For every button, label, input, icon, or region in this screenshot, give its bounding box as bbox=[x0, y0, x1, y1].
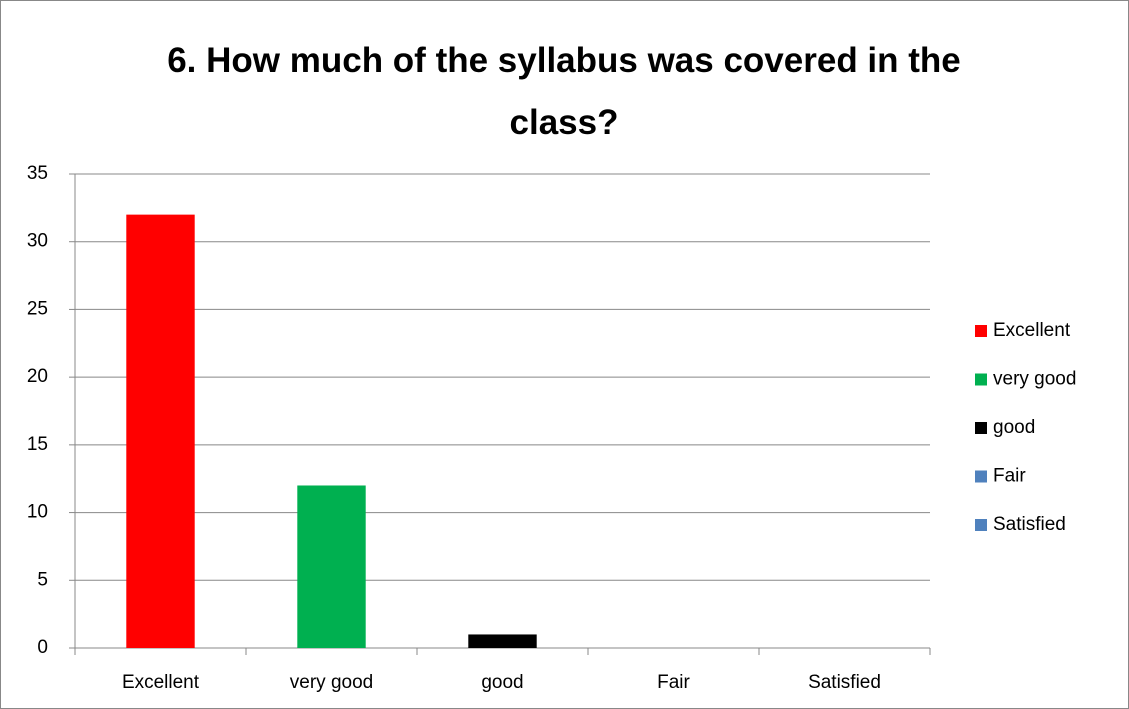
y-tick-label: 5 bbox=[37, 569, 48, 590]
bar bbox=[297, 485, 366, 648]
legend-swatch bbox=[975, 422, 987, 434]
y-tick-label: 20 bbox=[27, 366, 48, 387]
x-tick-label: very good bbox=[290, 672, 373, 693]
y-tick-label: 35 bbox=[27, 163, 48, 184]
y-tick-label: 15 bbox=[27, 434, 48, 455]
legend-label: Fair bbox=[993, 466, 1026, 487]
x-tick-label: good bbox=[481, 672, 523, 693]
y-tick-label: 30 bbox=[27, 231, 48, 252]
legend-label: Excellent bbox=[993, 320, 1071, 341]
legend-label: Satisfied bbox=[993, 514, 1066, 535]
legend-swatch bbox=[975, 373, 987, 386]
legend-swatch bbox=[975, 470, 987, 483]
legend-label: very good bbox=[993, 369, 1076, 390]
x-tick-label: Excellent bbox=[122, 672, 200, 693]
bar bbox=[468, 634, 537, 648]
x-tick-label: Fair bbox=[657, 672, 690, 693]
bar bbox=[126, 214, 195, 648]
legend-swatch bbox=[975, 325, 987, 337]
legend-swatch bbox=[975, 519, 987, 531]
y-tick-label: 10 bbox=[27, 502, 48, 523]
x-tick-label: Satisfied bbox=[808, 672, 881, 693]
y-tick-label: 0 bbox=[37, 637, 48, 658]
y-tick-label: 25 bbox=[27, 298, 48, 319]
chart-title: 6. How much of the syllabus was covered … bbox=[167, 41, 961, 142]
legend-label: good bbox=[993, 417, 1035, 438]
